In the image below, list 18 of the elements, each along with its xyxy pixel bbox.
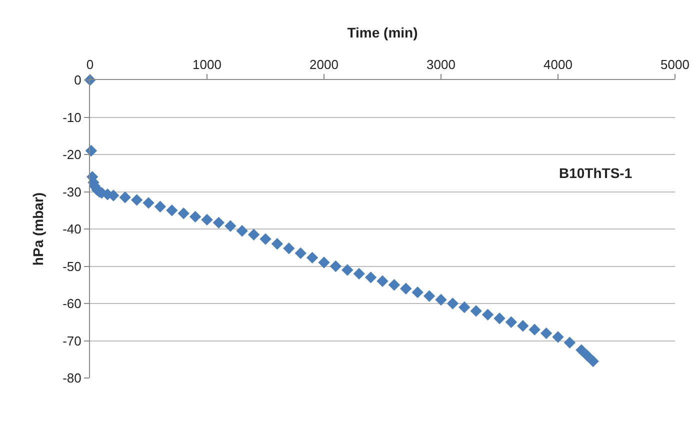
y-tick-label: -10 [62, 110, 82, 125]
y-tick-label: -50 [62, 258, 82, 274]
annotation: B10ThTS-1 [559, 165, 632, 181]
x-axis-title: Time (min) [347, 24, 418, 40]
x-tick-label: 2000 [310, 56, 338, 72]
x-tick-label: 5000 [660, 56, 690, 72]
y-tick-label: -40 [62, 222, 82, 237]
y-axis-title: hPa (mbar) [30, 192, 46, 266]
y-tick-label: -60 [62, 296, 82, 312]
y-tick-label: -80 [62, 370, 82, 386]
x-tick-label: 1000 [192, 56, 222, 72]
x-tick-label: 0 [86, 56, 94, 72]
x-tick-label: 3000 [426, 56, 456, 72]
y-tick-label: 0 [74, 72, 82, 88]
y-tick-label: -30 [62, 184, 82, 200]
x-tick-label: 4000 [544, 56, 572, 72]
y-tick-label: -70 [62, 333, 82, 348]
y-tick-label: -20 [62, 147, 82, 162]
